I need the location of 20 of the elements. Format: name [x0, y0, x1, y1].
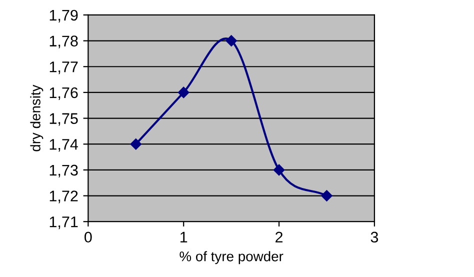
- y-tick-label: 1,78: [50, 36, 78, 48]
- point: [130, 138, 142, 150]
- y-tick-label: 1,73: [50, 164, 78, 178]
- y-tick-label: 1,76: [50, 87, 78, 100]
- y-axis-title: dry density: [30, 84, 44, 152]
- point: [321, 190, 332, 202]
- y-tick-label: 1,71: [50, 216, 78, 230]
- x-tick-label: 3: [370, 232, 378, 243]
- x-tick-label: 0: [84, 232, 92, 243]
- point: [178, 86, 190, 98]
- y-tick-label: 1,75: [50, 113, 78, 126]
- point: [226, 35, 237, 46]
- y-tick-label: 1,74: [50, 139, 78, 152]
- x-tick-label: 2: [276, 232, 283, 242]
- y-tick-label: 1,77: [50, 62, 78, 74]
- x-tick-label: 1: [180, 232, 188, 242]
- x-axis-title: % of tyre powder: [180, 251, 284, 264]
- point: [273, 164, 285, 176]
- y-tick-label: 1,79: [50, 10, 78, 22]
- y-tick-label: 1,72: [50, 190, 78, 204]
